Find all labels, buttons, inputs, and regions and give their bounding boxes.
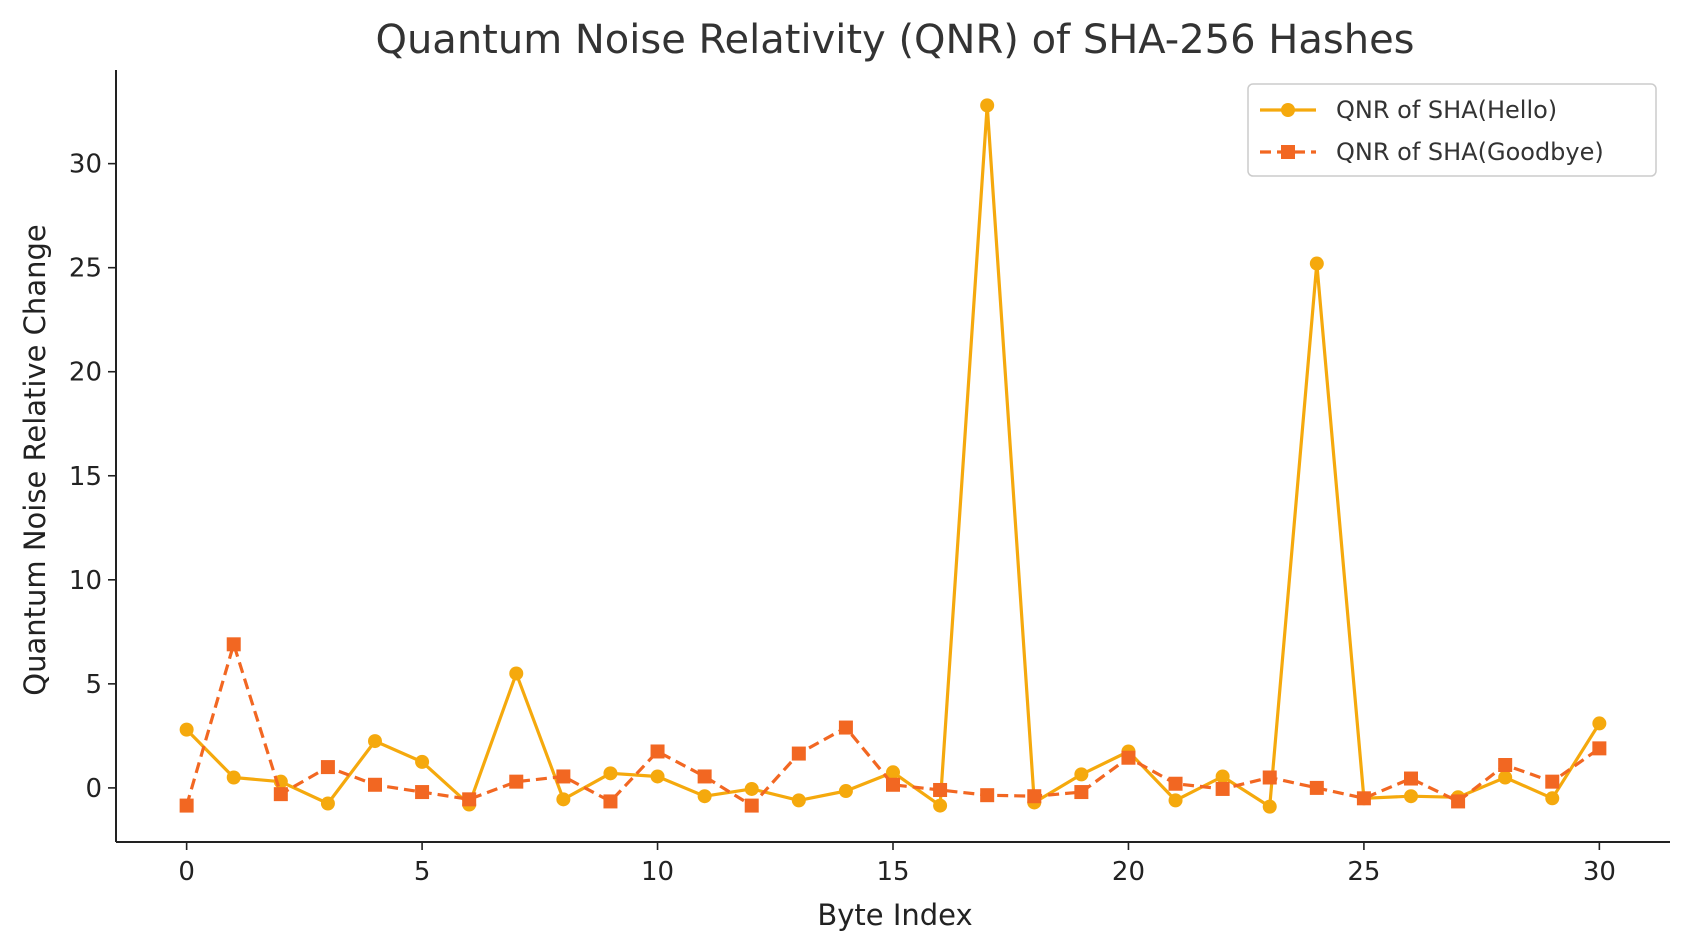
data-point-square [1356, 791, 1371, 806]
data-point-circle [556, 792, 571, 807]
y-axis-label: Quantum Noise Relative Change [18, 224, 52, 695]
data-point-square [509, 774, 524, 789]
x-axis-label: Byte Index [817, 898, 972, 932]
data-point-square [368, 777, 382, 792]
data-point-square [1215, 781, 1230, 796]
data-point-square [273, 787, 288, 802]
data-point-circle [980, 98, 995, 113]
data-point-square [1074, 785, 1089, 800]
chart-title: Quantum Noise Relativity (QNR) of SHA-25… [375, 17, 1414, 63]
legend-marker-circle [1281, 103, 1295, 117]
data-point-circle [509, 666, 524, 681]
data-point-circle [320, 796, 335, 811]
data-point-circle [1262, 799, 1277, 814]
data-point-square [556, 769, 571, 784]
data-point-circle [1074, 767, 1089, 782]
legend-marker-square [1281, 145, 1295, 159]
data-point-circle [1498, 770, 1513, 785]
data-point-circle [1592, 716, 1607, 731]
series-line-0 [185, 103, 1601, 809]
data-point-square [1168, 776, 1183, 791]
data-point-circle [415, 754, 430, 769]
data-point-square [1592, 741, 1607, 756]
y-tick-label: 10 [69, 566, 102, 596]
data-point-square [415, 785, 430, 800]
x-tick-label: 5 [414, 857, 431, 887]
data-point-circle [791, 793, 806, 808]
data-point-square [744, 798, 759, 813]
data-point-circle [368, 734, 382, 749]
y-tick-label: 25 [69, 254, 102, 284]
data-point-circle [1545, 791, 1560, 806]
data-point-circle [1168, 793, 1183, 808]
data-point-square [1027, 789, 1042, 804]
x-tick-label: 15 [876, 857, 909, 887]
data-point-circle [886, 765, 900, 780]
x-tick-label: 25 [1347, 857, 1380, 887]
data-point-square [933, 782, 948, 797]
y-tick-label: 15 [69, 462, 102, 492]
data-point-square [1545, 774, 1560, 789]
legend: QNR of SHA(Hello) QNR of SHA(Goodbye) [1247, 83, 1657, 177]
data-point-square [886, 777, 900, 792]
data-point-square [1262, 770, 1277, 785]
x-tick-label: 30 [1583, 857, 1616, 887]
data-point-circle [838, 784, 853, 799]
data-point-square [650, 744, 665, 759]
y-tick-label: 5 [85, 670, 102, 700]
data-point-square [226, 637, 241, 652]
data-point-square [1121, 750, 1136, 765]
data-point-square [320, 760, 335, 775]
data-point-circle [603, 766, 618, 781]
plot-area [179, 98, 1607, 814]
data-point-circle [933, 798, 948, 813]
x-tick-label: 20 [1112, 857, 1145, 887]
data-point-circle [1309, 256, 1324, 271]
y-tick-label: 20 [69, 358, 102, 388]
data-point-square [603, 794, 618, 809]
data-point-square [1498, 758, 1513, 773]
data-point-square [1404, 771, 1418, 786]
data-point-circle [1404, 789, 1418, 804]
data-point-square [838, 720, 853, 735]
data-point-square [697, 769, 712, 784]
x-tick-label: 10 [641, 857, 674, 887]
data-point-circle [650, 769, 665, 784]
legend-box [1247, 83, 1657, 177]
data-point-circle [1215, 769, 1230, 784]
legend-label: QNR of SHA(Hello) [1336, 96, 1557, 124]
y-tick-label: 0 [85, 774, 102, 804]
legend-label: QNR of SHA(Goodbye) [1336, 138, 1604, 166]
data-point-circle [226, 770, 241, 785]
data-point-square [1309, 780, 1324, 795]
x-tick-label: 0 [178, 857, 195, 887]
data-point-square [179, 798, 194, 813]
axes: 0 5 10 15 20 25 30 0 5 10 15 20 25 30 [69, 70, 1670, 887]
data-point-circle [697, 789, 712, 804]
data-point-circle [179, 722, 194, 737]
data-point-square [791, 746, 806, 761]
data-point-square [1451, 794, 1466, 809]
data-point-square [980, 788, 995, 803]
data-point-square [462, 792, 477, 807]
y-tick-label: 30 [69, 150, 102, 180]
data-point-circle [744, 781, 759, 796]
